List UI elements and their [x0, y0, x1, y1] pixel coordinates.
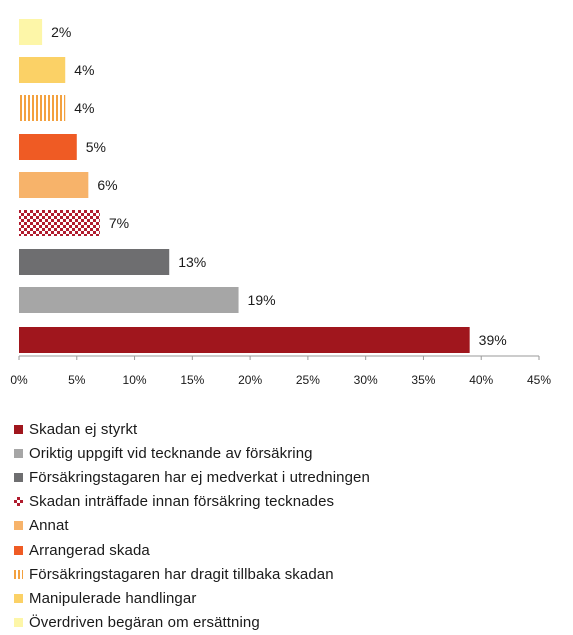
- legend-item: Skadan inträffade innan försäkring teckn…: [14, 490, 370, 514]
- bar-value-label: 39%: [479, 332, 507, 348]
- x-tick-label: 20%: [238, 373, 262, 387]
- bar-4: [19, 210, 100, 236]
- x-tick-label: 15%: [180, 373, 204, 387]
- legend: Skadan ej styrkt Oriktig uppgift vid teck…: [14, 417, 370, 635]
- bar-6: [19, 134, 77, 160]
- x-tick-label: 10%: [123, 373, 147, 387]
- x-tick-label: 40%: [469, 373, 493, 387]
- bar-1: [19, 327, 470, 353]
- bar-value-label: 19%: [248, 292, 276, 308]
- legend-label: Överdriven begäran om ersättning: [29, 614, 260, 632]
- legend-item: Överdriven begäran om ersättning: [14, 611, 370, 635]
- legend-swatch: [14, 424, 23, 434]
- legend-item: Annat: [14, 514, 370, 538]
- legend-item: Skadan ej styrkt: [14, 417, 370, 441]
- x-tick-label: 35%: [411, 373, 435, 387]
- legend-swatch: [14, 472, 23, 482]
- bar-value-label: 6%: [97, 177, 117, 193]
- legend-item: Manipulerade handlingar: [14, 586, 370, 610]
- legend-item: Försäkringstagaren har ej medverkat i ut…: [14, 465, 370, 489]
- legend-swatch: [14, 618, 23, 628]
- legend-label: Försäkringstagaren har dragit tillbaka s…: [29, 565, 334, 583]
- bar-chart: 39% 19% 13% 7% 6% 5% 4% 4% 2% 0% 5% 10% 15% 20% 25% 30…: [10, 19, 551, 387]
- bar-9: [19, 19, 43, 45]
- bar-value-label: 4%: [74, 100, 94, 116]
- bar-2: [19, 287, 239, 313]
- bar-value-label: 13%: [178, 254, 206, 270]
- x-tick-label: 0%: [10, 373, 28, 387]
- x-tick-label: 45%: [527, 373, 551, 387]
- legend-swatch: [14, 521, 23, 531]
- legend-label: Skadan inträffade innan försäkring teckn…: [29, 493, 335, 511]
- bar-value-label: 5%: [86, 139, 106, 155]
- bar-3: [19, 249, 170, 275]
- legend-label: Försäkringstagaren har ej medverkat i ut…: [29, 468, 370, 486]
- legend-swatch: [14, 497, 23, 507]
- bar-7: [19, 95, 66, 121]
- bar-8: [19, 57, 66, 83]
- legend-swatch: [14, 448, 23, 458]
- legend-item: Försäkringstagaren har dragit tillbaka s…: [14, 562, 370, 586]
- legend-swatch: [14, 569, 23, 579]
- legend-swatch: [14, 593, 23, 603]
- legend-item: Oriktig uppgift vid tecknande av försäkr…: [14, 441, 370, 465]
- bar-value-label: 7%: [109, 215, 129, 231]
- legend-label: Skadan ej styrkt: [29, 420, 138, 438]
- legend-label: Annat: [29, 517, 69, 535]
- legend-label: Manipulerade handlingar: [29, 589, 197, 607]
- legend-item: Arrangerad skada: [14, 538, 370, 562]
- x-tick-label: 30%: [354, 373, 378, 387]
- x-tick-label: 5%: [68, 373, 86, 387]
- legend-label: Oriktig uppgift vid tecknande av försäkr…: [29, 444, 313, 462]
- legend-swatch: [14, 545, 23, 555]
- bar-value-label: 2%: [51, 24, 71, 40]
- x-tick-label: 25%: [296, 373, 320, 387]
- bar-5: [19, 172, 89, 198]
- legend-label: Arrangerad skada: [29, 541, 150, 559]
- bar-value-label: 4%: [74, 62, 94, 78]
